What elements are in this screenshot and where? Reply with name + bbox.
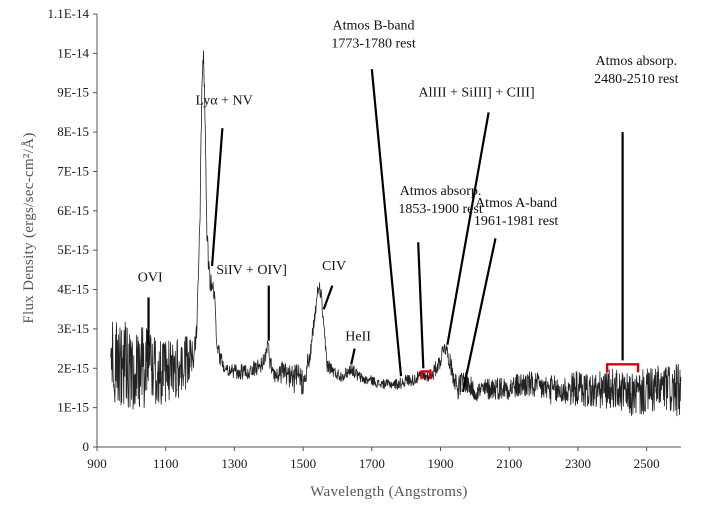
annotation-leader-line [322,285,334,310]
y-tick-label: 0 [83,439,90,454]
annotation-lya-nv: Lyα + NV [195,94,253,267]
annotation-line: HeII [345,330,371,345]
y-tick-label: 8E-15 [57,124,89,139]
annotations-group: OVI Lyα + NV SiIV + OIV] CIV HeII Atmos B-ban… [138,19,679,393]
annotation-atmos-a: Atmos A-band 1961-1981 rest [461,196,558,393]
annotation-label: Atmos absorp. 2480-2510 rest [594,54,678,87]
annotation-atmos-absorp-1: Atmos absorp. 1853-1900 rest [398,184,483,369]
y-tick-label: 1E-14 [57,45,89,60]
x-tick-label: 1100 [153,456,179,471]
x-axis-title: Wavelength (Angstroms) [310,484,467,500]
y-tick-label: 3E-15 [57,321,89,336]
x-tick-label: 1300 [221,456,247,471]
annotation-label: Atmos A-band 1961-1981 rest [474,196,558,229]
annotation-line: 1961-1981 rest [474,214,558,229]
annotation-label: Lyα + NV [195,94,252,109]
annotation-aliii: AlIII + SiIII] + CIII] [419,86,535,345]
y-tick-label: 1.1E-14 [47,6,89,21]
bracket-1-red [420,370,432,380]
annotation-label: Atmos B-band 1773-1780 rest [331,19,415,52]
y-tick-label: 5E-15 [57,242,89,257]
annotation-leader-line [350,348,356,365]
x-tick-label: 2100 [496,456,522,471]
axes-group [96,14,681,448]
annotation-atmos-b: Atmos B-band 1773-1780 rest [331,19,416,377]
x-tick-label: 2500 [634,456,660,471]
y-axis-title: Flux Density (ergs/sec-cm²/Å) [21,132,37,323]
annotation-line: SiIV + OIV] [216,263,287,278]
annotation-line: 2480-2510 rest [594,72,678,87]
annotation-line: CIV [322,259,346,274]
annotation-leader-line [417,242,425,369]
annotation-leader-line [210,128,224,267]
y-tick-label: 2E-15 [57,360,89,375]
x-tick-label: 1700 [359,456,385,471]
annotation-leader-line [370,69,403,377]
annotation-line: AlIII + SiIII] + CIII] [419,86,535,101]
annotation-line: Lyα + NV [195,94,252,109]
bracket-2-red [605,363,640,373]
annotation-label: AlIII + SiIII] + CIII] [419,86,535,101]
annotation-heii: HeII [345,330,371,365]
annotation-line: Atmos absorp. [400,184,482,199]
annotation-ovi: OVI [138,271,163,345]
annotation-leader-line [461,238,497,393]
annotation-line: Atmos absorp. [596,54,678,69]
annotation-line: 1853-1900 rest [398,202,482,217]
x-tick-label: 1500 [290,456,316,471]
annotation-line: Atmos B-band [333,19,415,34]
tick-labels-group: 0 1E-15 2E-15 3E-15 4E-15 5E-15 6E-15 7E-15 8E-1… [47,6,659,471]
annotation-atmos-absorp-2: Atmos absorp. 2480-2510 rest [594,54,679,361]
annotation-line: 1773-1780 rest [331,37,415,52]
y-tick-label: 7E-15 [57,163,89,178]
annotation-label: SiIV + OIV] [216,263,287,278]
spectrum-line [110,50,682,417]
y-tick-label: 9E-15 [57,85,89,100]
y-tick-label: 4E-15 [57,282,89,297]
annotation-label: OVI [138,271,163,286]
x-tick-label: 900 [87,456,107,471]
annotation-civ: CIV [322,259,346,310]
y-tick-label: 6E-15 [57,203,89,218]
x-tick-label: 1900 [428,456,454,471]
x-tick-label: 2300 [565,456,591,471]
y-tick-label: 1E-15 [57,400,89,415]
annotation-label: HeII [345,330,371,345]
annotation-leader-line [446,112,490,345]
annotation-siiv-oiv: SiIV + OIV] [216,263,287,341]
annotation-line: Atmos A-band [475,196,557,211]
annotation-label: CIV [322,259,346,274]
annotation-line: OVI [138,271,163,286]
series-group [110,50,682,417]
annotation-label: Atmos absorp. 1853-1900 rest [398,184,482,217]
